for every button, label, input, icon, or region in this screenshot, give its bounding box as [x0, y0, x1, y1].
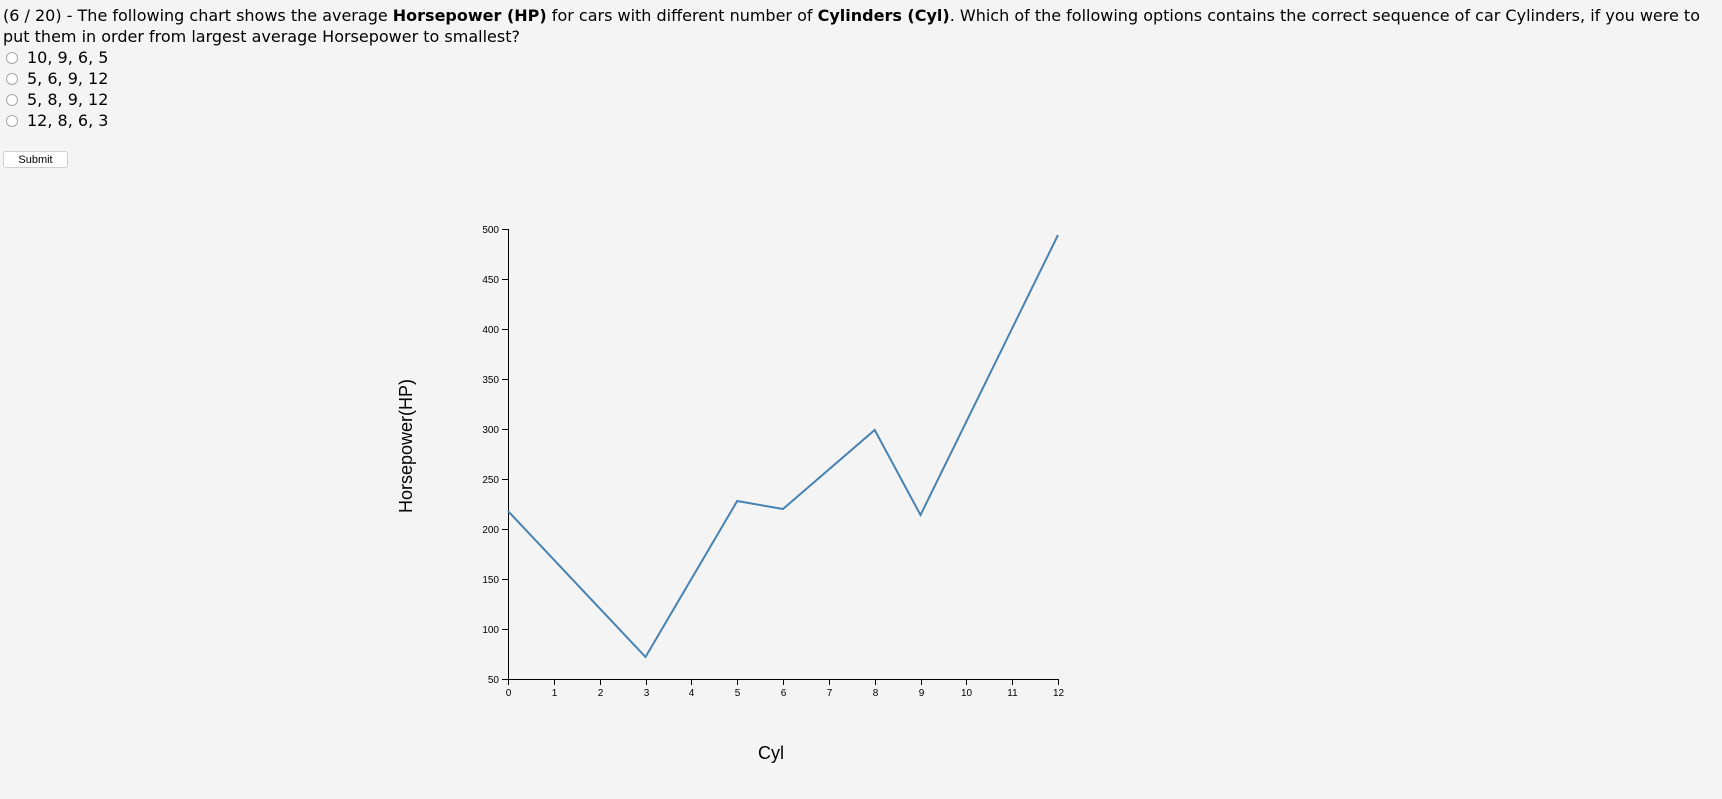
x-tick-label: 9	[919, 688, 925, 699]
y-tick-label: 250	[482, 475, 499, 486]
x-axis: 0 1 2 3 4 5 6 7 8 9 10 11 12	[506, 679, 1065, 699]
x-tick-label: 0	[506, 688, 512, 699]
y-tick-label: 200	[482, 525, 499, 536]
x-tick-label: 3	[644, 688, 650, 699]
answer-options: 10, 9, 6, 5 5, 6, 9, 12 5, 8, 9, 12 12, …	[6, 47, 108, 131]
x-tick-label: 1	[552, 688, 558, 699]
answer-option-2[interactable]: 5, 6, 9, 12	[6, 68, 108, 89]
x-tick-label: 6	[781, 688, 787, 699]
x-tick-label: 8	[873, 688, 879, 699]
radio-button[interactable]	[6, 114, 18, 127]
y-axis-title: Horsepower(HP)	[396, 379, 416, 513]
y-tick-label: 400	[482, 325, 499, 336]
question-bold-horsepower: Horsepower (HP)	[392, 6, 547, 25]
x-tick-label: 5	[735, 688, 741, 699]
y-tick-label: 100	[482, 625, 499, 636]
answer-option-label: 5, 8, 9, 12	[27, 90, 109, 109]
answer-option-1[interactable]: 10, 9, 6, 5	[6, 47, 108, 68]
answer-option-label: 5, 6, 9, 12	[27, 69, 109, 88]
x-tick-label: 2	[598, 688, 604, 699]
answer-option-3[interactable]: 5, 8, 9, 12	[6, 89, 108, 110]
question-bold-cylinders: Cylinders (Cyl)	[817, 6, 950, 25]
x-tick-label: 4	[689, 688, 695, 699]
answer-option-label: 10, 9, 6, 5	[27, 48, 109, 67]
x-tick-label: 7	[827, 688, 833, 699]
y-tick-label: 500	[482, 225, 499, 236]
answer-option-4[interactable]: 12, 8, 6, 3	[6, 110, 108, 131]
y-tick-label: 50	[488, 675, 500, 686]
radio-button[interactable]	[6, 72, 18, 85]
horsepower-series-line	[507, 234, 1059, 659]
x-axis-title: Cyl	[758, 743, 784, 763]
x-tick-label: 10	[961, 688, 973, 699]
x-tick-label: 11	[1007, 688, 1018, 699]
radio-button[interactable]	[6, 93, 18, 106]
x-tick-label: 12	[1053, 688, 1065, 699]
y-tick-label: 450	[482, 275, 499, 286]
question-text: (6 / 20) - The following chart shows the…	[3, 5, 1715, 47]
question-middle: for cars with different number of	[546, 6, 818, 25]
y-tick-label: 350	[482, 375, 499, 386]
question-suffix: . Which of the following options contain…	[3, 6, 1700, 46]
question-prefix: (6 / 20) - The following chart shows the…	[3, 6, 393, 25]
answer-option-label: 12, 8, 6, 3	[27, 111, 109, 130]
y-tick-label: 300	[482, 425, 499, 436]
y-tick-label: 150	[482, 575, 499, 586]
y-axis: 50 100 150 200 250 300 350 400 450 500	[482, 225, 509, 686]
submit-button[interactable]: Submit	[3, 151, 68, 168]
radio-button[interactable]	[6, 51, 18, 64]
